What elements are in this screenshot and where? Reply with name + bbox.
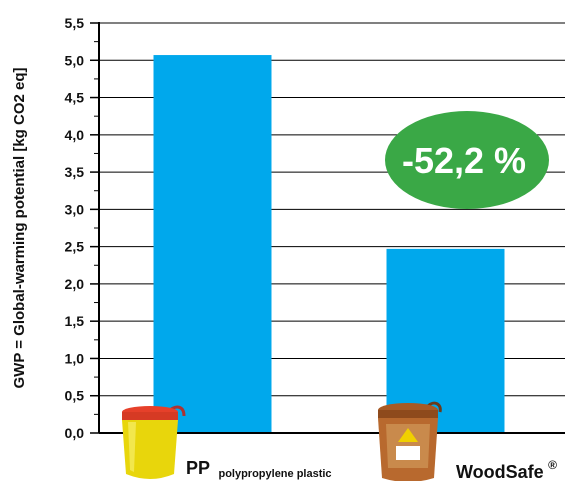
y-tick-label: 2,5: [65, 239, 85, 255]
category-label-pp: PP polypropylene plastic: [186, 458, 332, 480]
y-tick-label: 5,0: [65, 52, 85, 68]
y-axis-label: GWP = Global-warming potential [kg CO2 e…: [11, 67, 28, 388]
y-tick-label: 5,5: [65, 15, 85, 31]
y-tick-label: 0,0: [65, 425, 85, 441]
category-label-woodsafe: WoodSafe ®: [456, 458, 557, 481]
y-tick-label: 1,0: [65, 350, 85, 366]
bar-woodsafe: [386, 248, 505, 433]
reduction-badge: -52,2 %: [385, 111, 549, 209]
reduction-badge-text: -52,2 %: [402, 140, 526, 181]
y-tick-label: 3,0: [65, 201, 85, 217]
y-tick-label: 0,5: [65, 388, 85, 404]
pp-container-icon: [122, 405, 186, 479]
y-tick-label: 2,0: [65, 276, 85, 292]
y-tick-labels: 0,0 0,5 1,0 1,5 2,0 2,5 3,0 3,5 4,0 4,5 5,0 5,5: [65, 15, 85, 441]
bars: [153, 55, 505, 434]
woodsafe-registered-mark: ®: [548, 458, 557, 472]
y-tick-label: 1,5: [65, 313, 85, 329]
y-tick-label: 4,0: [65, 127, 85, 143]
y-tick-label: 4,5: [65, 90, 85, 106]
woodsafe-container-icon: [378, 401, 442, 481]
pp-main-label: PP: [186, 458, 210, 478]
bar-pp: [153, 55, 272, 434]
y-tick-label: 3,5: [65, 164, 85, 180]
pp-sub-label: polypropylene plastic: [218, 468, 331, 480]
woodsafe-main-label: WoodSafe: [456, 462, 544, 481]
